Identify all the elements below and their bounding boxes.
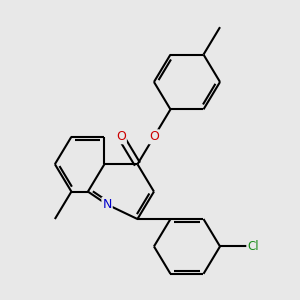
Text: Cl: Cl: [247, 240, 259, 253]
Text: N: N: [102, 198, 112, 211]
Text: O: O: [116, 130, 126, 143]
Text: O: O: [149, 130, 159, 143]
